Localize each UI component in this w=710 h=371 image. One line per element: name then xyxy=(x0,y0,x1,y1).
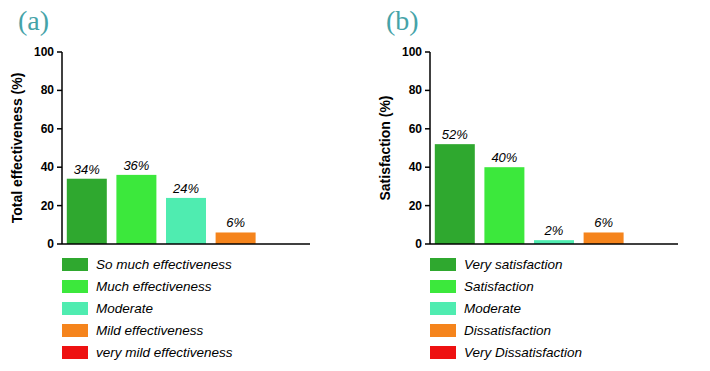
bars xyxy=(435,144,624,244)
y-tick xyxy=(57,51,62,53)
x-axis-line xyxy=(62,243,310,245)
y-tick-label: 100 xyxy=(402,45,422,59)
data-label: 24% xyxy=(172,181,199,196)
bar xyxy=(484,167,524,244)
y-axis-label: Total effectiveness (%) xyxy=(9,73,25,224)
legend-label: Very satisfaction xyxy=(464,257,563,272)
bar xyxy=(67,179,107,244)
y-axis-line xyxy=(429,52,431,244)
y-tick xyxy=(425,243,430,245)
y-tick xyxy=(57,128,62,130)
data-label: 6% xyxy=(594,215,613,230)
y-tick xyxy=(57,243,62,245)
legend-swatch xyxy=(430,346,456,359)
bar xyxy=(216,232,256,244)
legend-swatch xyxy=(62,302,88,315)
y-tick xyxy=(425,128,430,130)
y-tick-label: 20 xyxy=(41,199,55,213)
legend-label: Moderate xyxy=(464,301,521,316)
y-tick xyxy=(57,90,62,92)
legend: Very satisfaction Satisfaction Moderate Dis… xyxy=(430,257,582,360)
data-label: 52% xyxy=(442,127,468,142)
data-label: 36% xyxy=(123,158,149,173)
legend-label: Satisfaction xyxy=(464,279,534,294)
y-tick-label: 100 xyxy=(34,45,54,59)
y-tick-label: 80 xyxy=(41,83,55,97)
y-tick-label: 80 xyxy=(409,83,423,97)
y-tick-label: 40 xyxy=(409,160,423,174)
y-tick xyxy=(57,166,62,168)
legend-swatch xyxy=(62,324,88,337)
y-tick xyxy=(425,51,430,53)
y-tick-label: 40 xyxy=(41,160,55,174)
y-tick-label: 0 xyxy=(47,237,54,251)
bar xyxy=(166,198,206,244)
panel-title: (a) xyxy=(18,5,49,36)
legend-swatch xyxy=(430,324,456,337)
legend-swatch xyxy=(62,280,88,293)
legend-label: very mild effectiveness xyxy=(96,345,233,360)
y-tick-label: 0 xyxy=(415,237,422,251)
chart-panel: (b) Satisfaction (%) 52% 40% 2% 6% 0 20 40 60 80 10… xyxy=(377,5,678,360)
legend-swatch xyxy=(430,280,456,293)
y-axis-line xyxy=(61,52,63,244)
legend-swatch xyxy=(430,302,456,315)
legend-label: Much effectiveness xyxy=(96,279,212,294)
data-label: 2% xyxy=(544,223,564,238)
y-tick xyxy=(425,90,430,92)
legend-label: Mild effectiveness xyxy=(96,323,204,338)
bar xyxy=(116,175,156,244)
legend-label: Dissatisfaction xyxy=(464,323,551,338)
legend-label: Very Dissatisfaction xyxy=(464,345,582,360)
legend: So much effectiveness Much effectiveness M… xyxy=(62,257,233,360)
chart-panel: (a) Total effectiveness (%) 34% 36% 24% 6% 0 20… xyxy=(9,5,310,360)
legend-swatch xyxy=(62,346,88,359)
y-tick-label: 60 xyxy=(409,122,423,136)
y-tick-label: 20 xyxy=(409,199,423,213)
panel-title: (b) xyxy=(386,5,419,36)
bar xyxy=(435,144,475,244)
bar xyxy=(584,232,624,244)
legend-swatch xyxy=(430,258,456,271)
data-label: 6% xyxy=(226,215,245,230)
data-label: 40% xyxy=(491,150,517,165)
legend-label: So much effectiveness xyxy=(96,257,232,272)
bars xyxy=(67,175,256,244)
y-tick xyxy=(425,166,430,168)
y-tick xyxy=(57,205,62,207)
y-tick-label: 60 xyxy=(41,122,55,136)
legend-label: Moderate xyxy=(96,301,153,316)
figure: (a) Total effectiveness (%) 34% 36% 24% 6% 0 20… xyxy=(0,0,710,371)
y-tick xyxy=(425,205,430,207)
y-axis-label: Satisfaction (%) xyxy=(377,95,393,200)
legend-swatch xyxy=(62,258,88,271)
data-label: 34% xyxy=(74,162,100,177)
x-axis-line xyxy=(430,243,678,245)
